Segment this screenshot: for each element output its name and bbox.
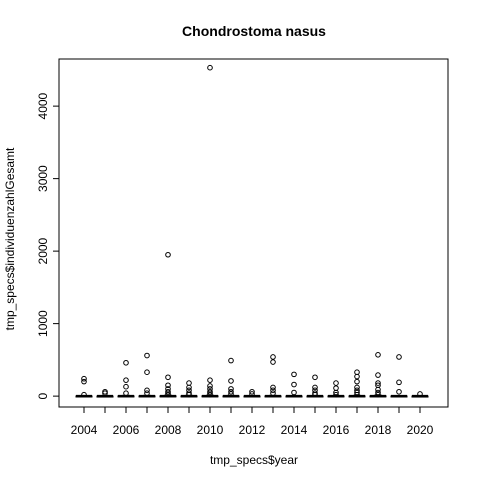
box-2015 bbox=[306, 374, 324, 398]
box-2013 bbox=[264, 354, 282, 398]
outlier-point bbox=[123, 390, 129, 397]
x-axis: 2004 2006 2008 2010 2012 2014 2016 2018 2020 bbox=[71, 406, 434, 437]
outlier-point bbox=[354, 384, 360, 391]
outlier-point bbox=[249, 388, 255, 395]
outlier-point bbox=[186, 380, 192, 386]
outlier-point bbox=[312, 384, 318, 391]
box-2008 bbox=[159, 251, 177, 398]
x-tick-label: 2020 bbox=[407, 423, 434, 437]
outlier-point bbox=[396, 354, 402, 360]
outlier-point bbox=[123, 377, 129, 383]
outlier-point bbox=[207, 383, 213, 389]
outlier-point bbox=[417, 391, 423, 397]
box-2011 bbox=[222, 357, 240, 398]
outlier-point bbox=[291, 371, 297, 378]
outlier-point bbox=[207, 388, 213, 395]
outlier-point bbox=[354, 387, 360, 394]
outlier-point bbox=[228, 386, 234, 392]
outlier-point bbox=[165, 386, 171, 392]
outlier-point bbox=[249, 391, 255, 397]
outlier-point bbox=[228, 378, 234, 384]
box-2012 bbox=[243, 388, 261, 398]
outlier-point bbox=[333, 391, 339, 398]
outlier-point bbox=[207, 377, 213, 383]
box-2004 bbox=[75, 375, 93, 398]
outlier-point bbox=[144, 369, 150, 376]
y-tick-label: 0 bbox=[36, 392, 50, 399]
box-2014 bbox=[285, 371, 303, 398]
x-tick-label: 2008 bbox=[155, 423, 182, 437]
outlier-point bbox=[270, 390, 276, 397]
box-2009 bbox=[180, 380, 198, 398]
outlier-point bbox=[102, 388, 108, 395]
outlier-point bbox=[123, 383, 129, 390]
outlier-point bbox=[228, 388, 234, 395]
chart-title: Chondrostoma nasus bbox=[182, 23, 326, 39]
box-2006 bbox=[117, 359, 135, 398]
x-axis-label: tmp_specs$year bbox=[210, 453, 298, 467]
outlier-point bbox=[270, 387, 276, 394]
outlier-point bbox=[207, 386, 213, 392]
box-2020 bbox=[411, 391, 429, 398]
box-2019 bbox=[390, 354, 408, 398]
outlier-point bbox=[270, 354, 276, 360]
box-2018 bbox=[369, 352, 387, 398]
outlier-point bbox=[312, 387, 318, 394]
x-tick-label: 2006 bbox=[113, 423, 140, 437]
outlier-point bbox=[375, 382, 381, 389]
x-tick-label: 2012 bbox=[239, 423, 266, 437]
outlier-point bbox=[291, 389, 297, 396]
outlier-point bbox=[144, 390, 150, 397]
outlier-point bbox=[123, 359, 129, 366]
y-axis: 0 1000 2000 3000 4000 bbox=[36, 92, 60, 399]
outlier-point bbox=[228, 357, 234, 364]
outlier-point bbox=[375, 380, 381, 386]
outlier-point bbox=[165, 374, 171, 381]
box-2010 bbox=[201, 64, 219, 398]
outlier-point bbox=[81, 378, 87, 385]
x-tick-label: 2018 bbox=[365, 423, 392, 437]
y-tick-label: 2000 bbox=[36, 237, 50, 264]
outlier-point bbox=[165, 251, 171, 258]
outlier-point bbox=[207, 64, 213, 71]
outlier-point bbox=[186, 387, 192, 394]
outlier-point bbox=[270, 384, 276, 391]
x-tick-label: 2004 bbox=[71, 423, 98, 437]
outlier-point bbox=[81, 375, 87, 382]
outlier-point bbox=[375, 389, 381, 396]
box-2016 bbox=[327, 380, 345, 398]
outlier-point bbox=[291, 381, 297, 388]
boxes-group bbox=[75, 64, 429, 398]
outlier-point bbox=[354, 369, 360, 376]
box-2017 bbox=[348, 369, 366, 398]
y-axis-label: tmp_specs$individuenzahlGesamt bbox=[3, 147, 17, 330]
outlier-point bbox=[144, 387, 150, 394]
x-tick-label: 2016 bbox=[323, 423, 350, 437]
outlier-point bbox=[165, 388, 171, 395]
x-tick-label: 2010 bbox=[197, 423, 224, 437]
outlier-point bbox=[396, 388, 402, 395]
outlier-point bbox=[186, 390, 192, 397]
box-2007 bbox=[138, 352, 156, 398]
outlier-point bbox=[165, 382, 171, 389]
outlier-point bbox=[375, 372, 381, 378]
x-tick-label: 2014 bbox=[281, 423, 308, 437]
outlier-point bbox=[144, 352, 150, 359]
y-tick-label: 4000 bbox=[36, 92, 50, 119]
outlier-point bbox=[396, 379, 402, 386]
outlier-point bbox=[375, 352, 381, 358]
outlier-point bbox=[333, 380, 339, 386]
y-tick-label: 3000 bbox=[36, 165, 50, 192]
outlier-point bbox=[81, 391, 87, 398]
y-tick-label: 1000 bbox=[36, 310, 50, 337]
outlier-point bbox=[312, 374, 318, 381]
outlier-point bbox=[312, 390, 318, 397]
box-2005 bbox=[96, 388, 114, 398]
